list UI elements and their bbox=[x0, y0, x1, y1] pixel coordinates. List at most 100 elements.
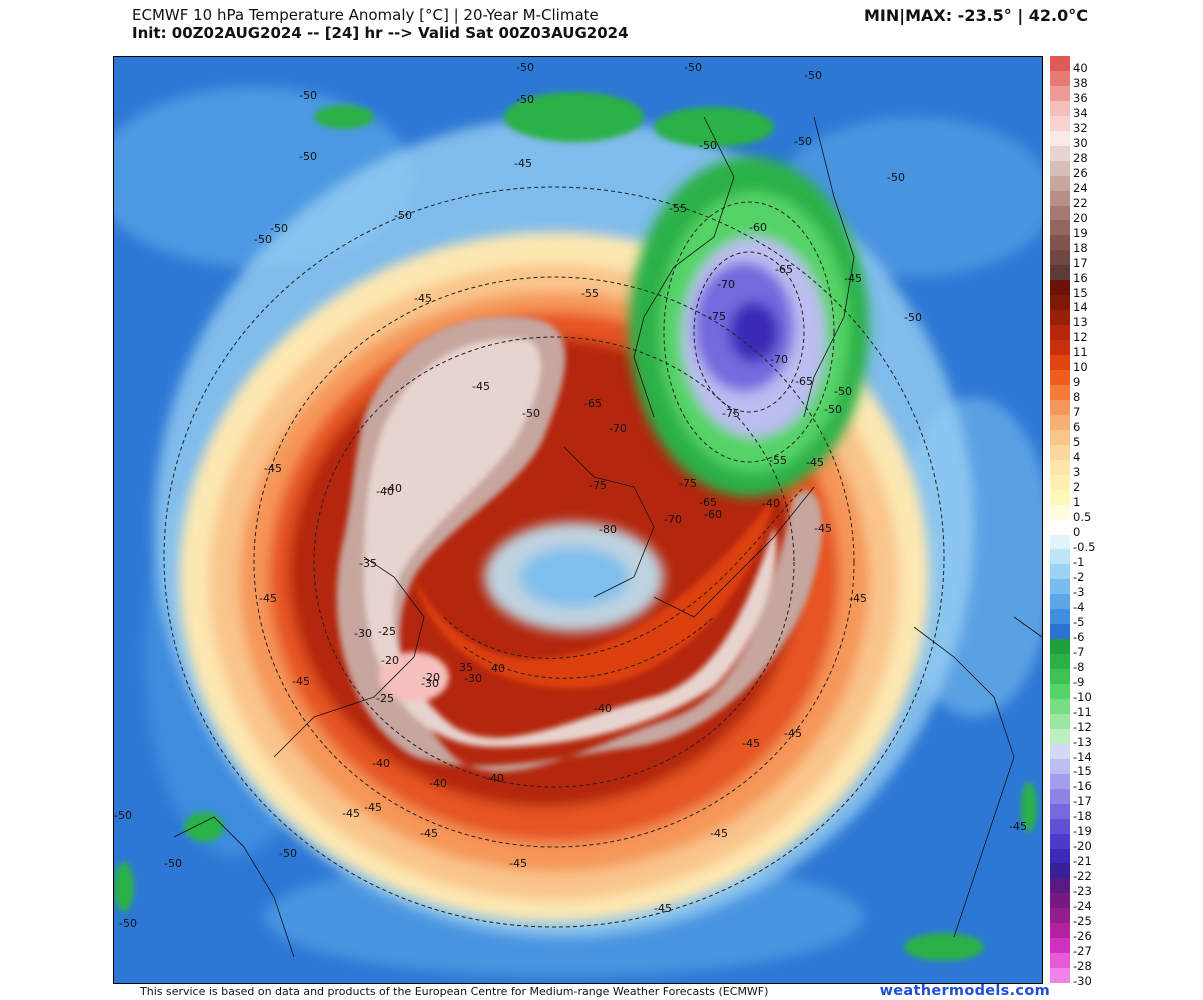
contour-label: -70 bbox=[717, 278, 735, 291]
contour-label: -45 bbox=[844, 272, 862, 285]
colorbar-swatch bbox=[1050, 579, 1070, 595]
contour-label: -65 bbox=[699, 496, 717, 509]
colorbar-swatch bbox=[1050, 684, 1070, 699]
colorbar-tick-label: -6 bbox=[1073, 629, 1085, 644]
colorbar-swatch bbox=[1050, 384, 1070, 400]
contour-label: -50 bbox=[279, 847, 297, 860]
contour-lines bbox=[163, 186, 945, 928]
anomaly-map[interactable]: -50 -50 -50 -50 -50 -50 -50 -50 -50 -50 -50 -50 -55-… bbox=[113, 56, 1043, 984]
contour-label: -30 bbox=[354, 627, 372, 640]
colorbar-tick-label: 16 bbox=[1073, 270, 1088, 285]
colorbar-swatch bbox=[1050, 788, 1070, 804]
colorbar-tick-label: 28 bbox=[1073, 150, 1088, 165]
colorbar-swatch bbox=[1050, 878, 1070, 894]
contour-label: -50 bbox=[699, 139, 717, 152]
colorbar-tick-label: 19 bbox=[1073, 225, 1088, 240]
colorbar-swatch bbox=[1050, 519, 1070, 535]
colorbar-tick-label: 1 bbox=[1073, 495, 1081, 510]
colorbar-swatch bbox=[1050, 669, 1070, 685]
contour-label: -45 bbox=[849, 592, 867, 605]
colorbar-tick-label: -20 bbox=[1073, 839, 1092, 854]
colorbar-tick-label: 40 bbox=[1073, 61, 1088, 75]
attribution-text: This service is based on data and produc… bbox=[140, 985, 769, 998]
inner-warm-ribbon bbox=[414, 497, 774, 689]
colorbar-tick-label: 18 bbox=[1073, 240, 1088, 255]
colorbar-swatch bbox=[1050, 175, 1070, 191]
colorbar-tick-label: 3 bbox=[1073, 465, 1081, 480]
colorbar-swatch bbox=[1050, 938, 1070, 954]
colorbar-swatch bbox=[1050, 848, 1070, 864]
colorbar-swatch bbox=[1050, 893, 1070, 909]
colorbar-tick-label: -22 bbox=[1073, 869, 1092, 884]
colorbar-swatch bbox=[1050, 85, 1070, 101]
brand-link[interactable]: weathermodels.com bbox=[879, 983, 1050, 999]
contour-label: -75 bbox=[708, 310, 726, 323]
colorbar-tick-label: -5 bbox=[1073, 614, 1085, 629]
colorbar-tick-label: -7 bbox=[1073, 644, 1085, 659]
contour-label: -50 bbox=[794, 135, 812, 148]
colorbar-tick-label: -23 bbox=[1073, 884, 1092, 899]
colorbar-swatch bbox=[1050, 474, 1070, 490]
map-canvas: -50-50-50-50-50-50-50-50-50 -50-50-50-55-… bbox=[114, 57, 1042, 983]
colorbar-swatch bbox=[1050, 115, 1070, 131]
colorbar-swatch bbox=[1050, 534, 1070, 550]
contour-label: -75 bbox=[589, 479, 607, 492]
colorbar-swatch bbox=[1050, 743, 1070, 759]
warm-core bbox=[336, 316, 823, 772]
contour-label: -40 bbox=[429, 777, 447, 790]
colorbar-tick-label: -17 bbox=[1073, 794, 1092, 809]
contour-label: -50 bbox=[516, 61, 534, 74]
colorbar-swatch bbox=[1050, 160, 1070, 176]
colorbar-swatch bbox=[1050, 355, 1070, 371]
colorbar-swatch bbox=[1050, 654, 1070, 670]
colorbar-swatch bbox=[1050, 130, 1070, 146]
colorbar-labels: 40 38 36 34 32 30 28 26 24 22 20 19 18 17 16 15 14 13 12 11… bbox=[1073, 56, 1113, 988]
contour-label: -50 bbox=[270, 222, 288, 235]
contour-label: -50 bbox=[299, 150, 317, 163]
contour-label: -70 bbox=[664, 513, 682, 526]
colorbar-swatch bbox=[1050, 504, 1070, 520]
colorbar-tick-label: -26 bbox=[1073, 929, 1092, 944]
contour-label: -60 bbox=[704, 508, 722, 521]
colorbar-tick-label: 34 bbox=[1073, 105, 1088, 120]
colorbar-swatch bbox=[1050, 250, 1070, 266]
colorbar-tick-label: -12 bbox=[1073, 719, 1092, 734]
contour-label: -45 bbox=[806, 456, 824, 469]
colorbar-tick-label: 26 bbox=[1073, 165, 1088, 180]
colorbar bbox=[1050, 56, 1070, 984]
contour-label: -45 bbox=[509, 857, 527, 870]
map-header: ECMWF 10 hPa Temperature Anomaly [°C] | … bbox=[132, 6, 629, 42]
contour-label: -55 bbox=[769, 454, 787, 467]
contour-label: -45 bbox=[264, 462, 282, 475]
contour-label: -50 bbox=[299, 89, 317, 102]
colorbar-tick-label: 10 bbox=[1073, 360, 1088, 375]
contour-label: -50 bbox=[119, 917, 137, 930]
colorbar-tick-label: -3 bbox=[1073, 584, 1085, 599]
map-subtitle-init-valid: Init: 00Z02AUG2024 -- [24] hr --> Valid … bbox=[132, 24, 629, 42]
coastlines bbox=[173, 116, 1042, 958]
colorbar-swatch bbox=[1050, 953, 1070, 969]
colorbar-tick-label: -4 bbox=[1073, 599, 1085, 614]
colorbar-swatch bbox=[1050, 594, 1070, 610]
contour-label: -45 bbox=[710, 827, 728, 840]
colorbar-tick-label: 4 bbox=[1073, 450, 1081, 465]
colorbar-tick-label: 36 bbox=[1073, 90, 1088, 105]
contour-label: -50 bbox=[522, 407, 540, 420]
contour-label: -20 bbox=[422, 671, 440, 684]
colorbar-tick-label: 7 bbox=[1073, 405, 1081, 420]
colorbar-swatch bbox=[1050, 235, 1070, 251]
colorbar-tick-label: 20 bbox=[1073, 210, 1088, 225]
colorbar-tick-label: -2 bbox=[1073, 569, 1085, 584]
colorbar-swatch bbox=[1050, 325, 1070, 341]
contour-label: -45 bbox=[292, 675, 310, 688]
contour-label: -40 bbox=[376, 485, 394, 498]
colorbar-swatch bbox=[1050, 429, 1070, 445]
contour-label: -55 bbox=[581, 287, 599, 300]
contour-label: -25 bbox=[378, 625, 396, 638]
colorbar-swatch bbox=[1050, 190, 1070, 206]
colorbar-tick-label: -18 bbox=[1073, 809, 1092, 824]
contour-label: -60 bbox=[749, 221, 767, 234]
contour-label: -45 bbox=[364, 801, 382, 814]
colorbar-tick-label: 38 bbox=[1073, 75, 1088, 90]
colorbar-tick-label: 24 bbox=[1073, 180, 1088, 195]
